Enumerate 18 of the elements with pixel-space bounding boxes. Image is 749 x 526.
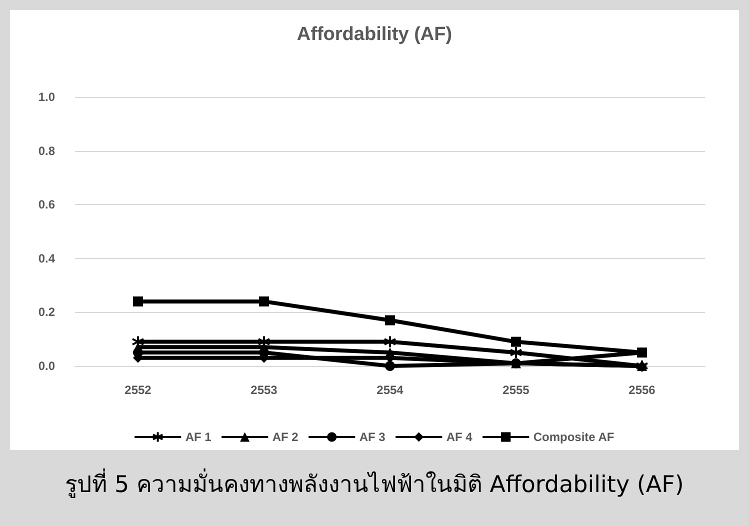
y-tick-label: 1.0 bbox=[38, 90, 56, 104]
x-tick-label: 2553 bbox=[250, 383, 278, 397]
x-tick-label: 2552 bbox=[124, 383, 152, 397]
x-tick-label: 2555 bbox=[502, 383, 530, 397]
legend-label: AF 3 bbox=[359, 430, 386, 444]
legend-label: AF 2 bbox=[272, 430, 299, 444]
x-tick-label: 2554 bbox=[376, 383, 404, 397]
legend-label: Composite AF bbox=[533, 430, 614, 444]
y-tick-label: 0.8 bbox=[38, 144, 56, 158]
y-tick-label: 0.0 bbox=[38, 359, 56, 373]
y-tick-label: 0.2 bbox=[38, 305, 56, 320]
x-tick-label: 2556 bbox=[628, 383, 656, 397]
y-tick-label: 0.6 bbox=[38, 198, 56, 212]
chart-title: Affordability (AF) bbox=[296, 24, 452, 45]
legend-label: AF 1 bbox=[185, 430, 212, 444]
text: รูปที่ 5 ความมั่นคงทางพลังงานไฟฟ้าในมิติ Affordability (AF) bbox=[64, 467, 685, 500]
y-tick-label: 0.4 bbox=[38, 251, 56, 266]
legend-label: AF 4 bbox=[446, 430, 473, 444]
